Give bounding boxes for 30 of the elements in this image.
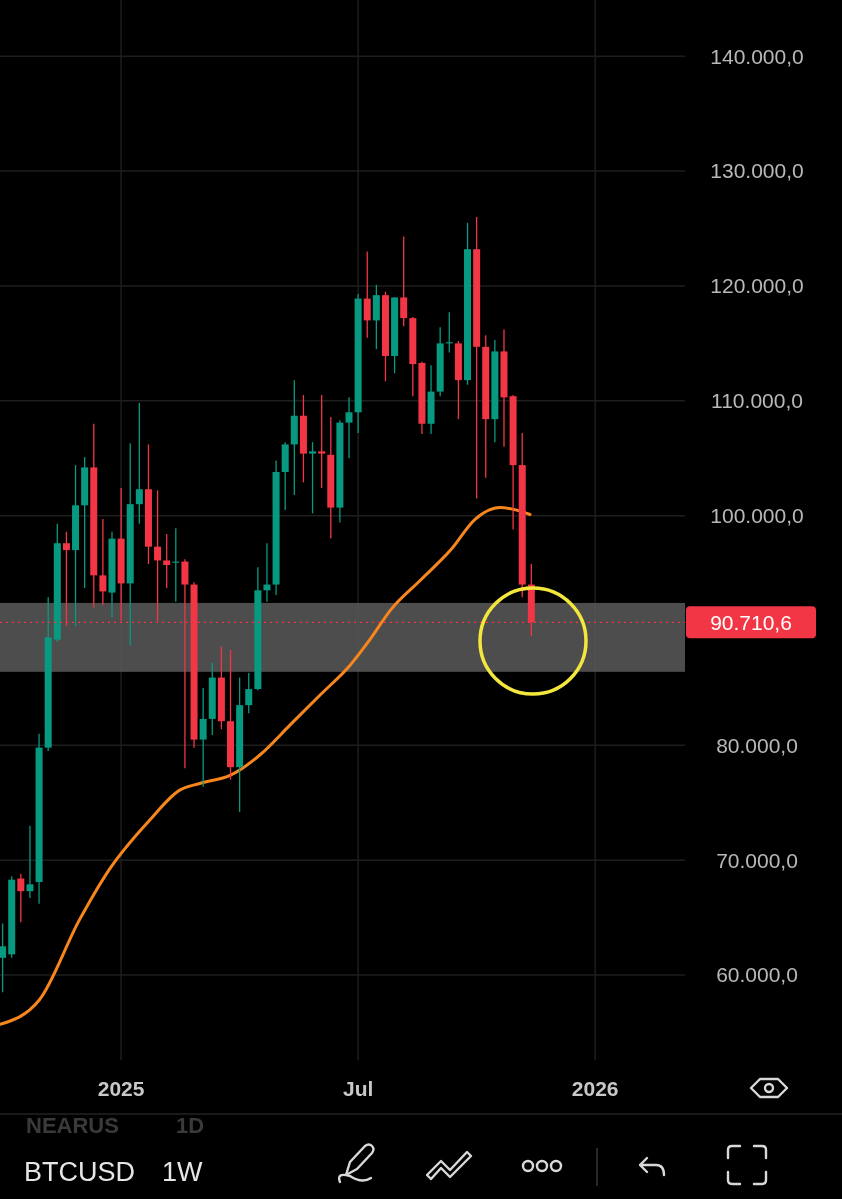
x-tick-label: 2026 xyxy=(571,1077,619,1101)
candlestick xyxy=(199,687,207,788)
candlestick xyxy=(345,396,353,459)
candlestick xyxy=(135,402,143,525)
text: 1D xyxy=(176,1113,205,1138)
candlestick xyxy=(400,235,408,327)
candlestick xyxy=(99,518,107,606)
y-tick-label: 110.000,0 xyxy=(711,389,803,413)
candlestick xyxy=(17,873,25,923)
x-tick-label: 2025 xyxy=(97,1077,145,1101)
candlestick xyxy=(245,672,253,714)
candlestick xyxy=(26,825,34,899)
candlestick xyxy=(363,250,371,339)
y-tick-label: 60.000,0 xyxy=(716,963,798,987)
candlestick xyxy=(163,533,171,589)
ref-line-label: 90.710,6 xyxy=(710,610,792,634)
text: 1W xyxy=(162,1157,204,1187)
y-tick-label: 80.000,0 xyxy=(716,733,798,757)
line-series xyxy=(0,506,532,1026)
text: NEARUS xyxy=(26,1113,119,1138)
y-tick-label: 70.000,0 xyxy=(716,848,798,872)
candlestick xyxy=(318,394,326,489)
y-tick-label: 100.000,0 xyxy=(710,503,804,527)
y-tick-label: 130.000,0 xyxy=(710,159,804,183)
candlestick xyxy=(0,922,7,993)
text: BTCUSD xyxy=(24,1157,136,1187)
y-tick-label: 140.000,0 xyxy=(710,44,804,68)
y-tick-label: 120.000,0 xyxy=(710,274,804,298)
x-tick-label: Jul xyxy=(342,1077,374,1101)
candlestick xyxy=(309,441,317,514)
